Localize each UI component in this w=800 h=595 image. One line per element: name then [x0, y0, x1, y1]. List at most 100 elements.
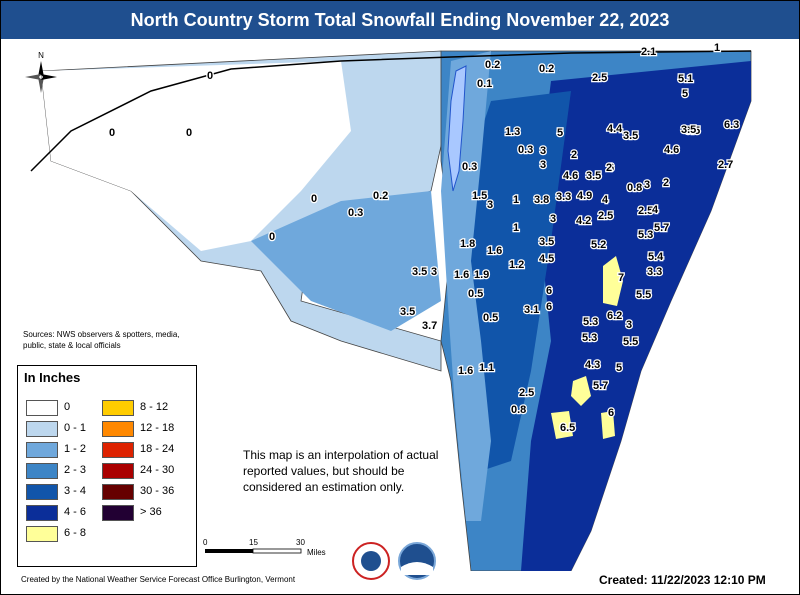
snowfall-value: 5: [682, 88, 688, 100]
snowfall-value: 4.6: [664, 144, 679, 156]
scale-unit: Miles: [307, 548, 326, 557]
snowfall-value: 6: [546, 285, 552, 297]
snowfall-value: 5: [557, 127, 563, 139]
snowfall-value: 0.8: [627, 182, 642, 194]
snowfall-value: 0.2: [539, 63, 554, 75]
snowfall-value: 5.4: [648, 251, 664, 263]
snowfall-value: 2.5: [638, 205, 653, 217]
snowfall-value: 1.8: [460, 238, 475, 250]
legend-label-4: 3 - 4: [64, 485, 87, 497]
snowfall-value: 5.3: [638, 229, 653, 241]
snowfall-value: 6: [608, 162, 614, 174]
snowfall-value: 0: [269, 231, 275, 243]
snowfall-value: 4.9: [577, 190, 592, 202]
snowfall-value: 1.6: [458, 365, 473, 377]
snowfall-value: 3.5: [400, 306, 415, 318]
interpolation-note: This map is an interpolation of actual r…: [243, 448, 439, 494]
snowfall-value: 1.6: [454, 269, 469, 281]
snowfall-value: 0: [311, 193, 317, 205]
high-snow-4: [601, 411, 615, 439]
legend-label-5: 4 - 6: [64, 506, 87, 518]
legend-label-9: 18 - 24: [140, 443, 175, 455]
snowfall-value: 6: [546, 301, 552, 313]
snowfall-value: 0.3: [518, 144, 533, 156]
legend-swatch-9: [102, 442, 134, 458]
snowfall-value: 1.2: [509, 259, 524, 271]
compass-north-label: N: [38, 51, 44, 60]
legend-swatch-7: [102, 400, 134, 416]
legend-swatch-8: [102, 421, 134, 437]
high-snow-1: [603, 256, 623, 306]
snowfall-value: 5.2: [591, 239, 606, 251]
snowfall-value: 1.1: [479, 362, 494, 374]
legend-label-2: 1 - 2: [64, 443, 87, 455]
legend-swatch-11: [102, 484, 134, 500]
snowfall-value: 0.3: [462, 161, 477, 173]
snowfall-value: 7: [618, 272, 624, 284]
snowfall-value: 3: [431, 266, 437, 278]
snowfall-value: 4: [602, 194, 609, 206]
snowfall-value: 3: [626, 319, 632, 331]
snowfall-value: 0.2: [373, 190, 388, 202]
snowfall-value: 1: [513, 194, 519, 206]
snowfall-value: 3.5: [539, 236, 554, 248]
snowfall-value: 2: [571, 149, 577, 161]
legend-label-3: 2 - 3: [64, 464, 87, 476]
legend-title: In Inches: [24, 370, 81, 385]
credit-text: Created by the National Weather Service …: [21, 575, 296, 584]
snowfall-value: 3.7: [422, 320, 437, 332]
vt-mid: [461, 91, 571, 471]
snowfall-value: 5.7: [593, 380, 608, 392]
snowfall-value: 0.2: [485, 59, 500, 71]
snowfall-value: 4.2: [576, 215, 591, 227]
snowfall-value: 0.1: [477, 78, 492, 90]
snowfall-value: 6.3: [724, 119, 739, 131]
snowfall-value: 6: [608, 407, 614, 419]
high-snow-2: [571, 376, 591, 406]
legend-label-10: 24 - 30: [140, 464, 175, 476]
snowfall-value: 5.5: [636, 289, 651, 301]
high-snow-3: [551, 411, 573, 439]
snowfall-value: 2: [606, 162, 612, 174]
snowfall-value: 3: [540, 145, 546, 157]
legend-swatch-6: [26, 526, 58, 542]
legend-swatch-3: [26, 463, 58, 479]
snowfall-value: 0.5: [483, 312, 498, 324]
snowfall-value: 0.8: [511, 404, 526, 416]
snowfall-value: 5.3: [583, 316, 598, 328]
snowfall-value: 3.5: [685, 125, 700, 137]
snowfall-value: 3: [644, 179, 650, 191]
snowfall-value: 1.9: [474, 269, 489, 281]
legend-label-6: 6 - 8: [64, 527, 87, 539]
created-timestamp: Created: 11/22/2023 12:10 PM: [599, 573, 766, 587]
snowfall-value: 2.7: [718, 159, 733, 171]
snowfall-value: 3.3: [647, 266, 662, 278]
snowfall-value: 4.5: [539, 253, 554, 265]
ny-white-area: [41, 61, 351, 251]
snowfall-value: 2: [663, 177, 669, 189]
scale-bar: 0 15 30 Miles: [203, 538, 326, 557]
snowfall-value: 4.6: [563, 170, 578, 182]
snowfall-value: 6.5: [560, 422, 575, 434]
snowfall-value: 1: [714, 42, 720, 54]
snowfall-value: 0: [186, 127, 192, 139]
legend-swatch-10: [102, 463, 134, 479]
legend-swatch-5: [26, 505, 58, 521]
snowfall-value: 3.3: [556, 191, 571, 203]
snowfall-value: 4: [652, 204, 659, 216]
snowfall-value: 5.1: [678, 73, 693, 85]
snowfall-value: 0: [207, 70, 213, 82]
snowfall-value: 0.3: [348, 207, 363, 219]
legend-label-7: 8 - 12: [140, 401, 169, 413]
legend-swatch-0: [26, 400, 58, 416]
snowfall-value: 3: [540, 159, 546, 171]
legend-swatch-2: [26, 442, 58, 458]
snowfall-value: 5.7: [654, 222, 669, 234]
snowfall-value: 4.3: [585, 359, 600, 371]
snowfall-value: 1.5: [472, 190, 487, 202]
legend-label-12: > 36: [140, 506, 162, 518]
legend-label-1: 0 - 1: [64, 422, 87, 434]
